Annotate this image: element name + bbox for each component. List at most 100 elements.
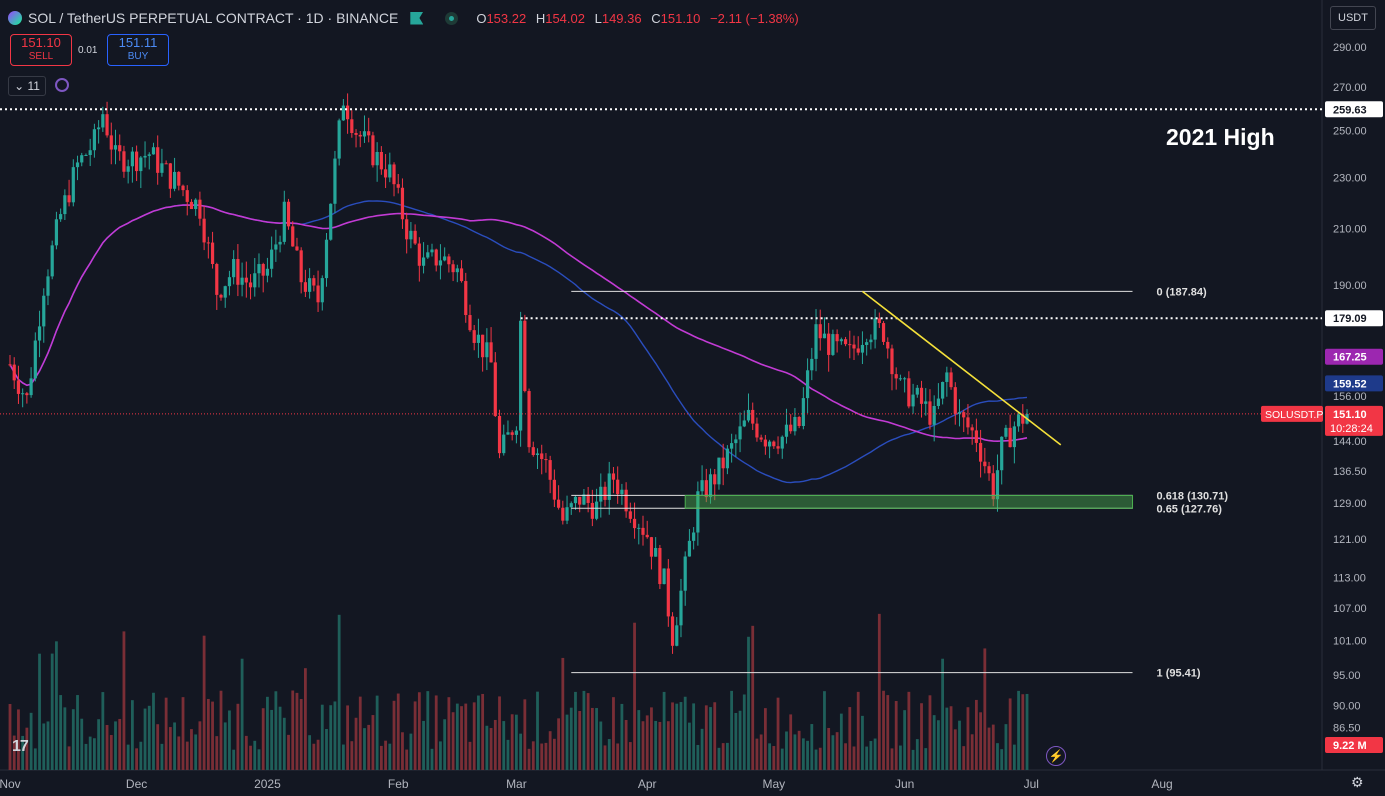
trendline bbox=[861, 290, 1062, 446]
candle bbox=[974, 418, 978, 453]
candle-body bbox=[59, 214, 63, 220]
candle bbox=[742, 410, 746, 428]
candle bbox=[886, 337, 890, 359]
candle-body bbox=[400, 187, 405, 220]
volume-bar bbox=[312, 743, 316, 770]
volume-bar bbox=[789, 714, 793, 770]
candle-body bbox=[941, 381, 945, 399]
currency-select[interactable]: USDT bbox=[1330, 6, 1376, 30]
volume-bar bbox=[325, 728, 328, 770]
candle-body bbox=[881, 323, 886, 342]
volume-bar bbox=[835, 732, 839, 770]
volume-bar bbox=[468, 741, 472, 770]
volume-bar bbox=[409, 733, 413, 770]
flag-icon[interactable] bbox=[410, 11, 424, 25]
candle-body bbox=[299, 250, 303, 283]
candle bbox=[489, 327, 493, 363]
candle-body bbox=[371, 135, 375, 166]
candle bbox=[236, 244, 240, 297]
candle-body bbox=[675, 625, 679, 646]
candle bbox=[481, 334, 485, 372]
volume-bar bbox=[991, 724, 995, 770]
candle-body bbox=[42, 295, 46, 327]
volume-bar bbox=[1025, 693, 1029, 770]
volume-bar bbox=[877, 613, 881, 770]
candle-body bbox=[362, 131, 367, 137]
volume-bar bbox=[607, 739, 611, 770]
candle bbox=[620, 483, 624, 505]
candle-body bbox=[886, 341, 890, 349]
candle-body bbox=[708, 474, 713, 498]
candle-body bbox=[793, 416, 797, 432]
ohlc-readout: O153.22 H154.02 L149.36 C151.10 −2.11 (−… bbox=[476, 10, 799, 26]
support-zone bbox=[684, 494, 1134, 509]
candle-body bbox=[953, 387, 957, 414]
candle bbox=[700, 465, 704, 496]
volume-bar bbox=[911, 749, 915, 770]
price-tag-label: 179.09 bbox=[1333, 313, 1367, 325]
market-status-icon[interactable] bbox=[445, 11, 459, 25]
candle-body bbox=[531, 447, 535, 456]
volume-bar bbox=[447, 697, 451, 770]
buy-button[interactable]: 151.11 BUY bbox=[107, 34, 169, 66]
candle-body bbox=[713, 474, 717, 485]
candle-body bbox=[253, 273, 257, 288]
candle bbox=[172, 157, 177, 192]
volume-bar bbox=[109, 735, 113, 770]
volume-bar bbox=[903, 710, 907, 770]
volume-bar bbox=[763, 708, 767, 770]
volume-bar bbox=[574, 691, 577, 770]
volume-bar bbox=[865, 746, 869, 770]
lightning-icon[interactable]: ⚡ bbox=[1046, 746, 1066, 766]
volume-bar bbox=[1008, 698, 1012, 770]
candle bbox=[573, 495, 578, 510]
volume-bar bbox=[198, 721, 202, 770]
candle bbox=[59, 208, 63, 222]
candle-body bbox=[810, 358, 814, 371]
candle-body bbox=[489, 342, 493, 363]
candle-body bbox=[358, 134, 362, 137]
candle bbox=[42, 288, 46, 343]
candle-body bbox=[607, 473, 611, 500]
settings-gear-icon[interactable]: ⚙ bbox=[1351, 774, 1364, 790]
volume-bar bbox=[688, 722, 691, 770]
candle-body bbox=[54, 219, 59, 246]
volume-bar bbox=[650, 707, 653, 770]
candle-body bbox=[780, 436, 784, 449]
sell-button[interactable]: 151.10 SELL bbox=[10, 34, 72, 66]
volume-bar bbox=[143, 708, 147, 770]
candle-body bbox=[561, 507, 565, 521]
volume-bars bbox=[8, 613, 1029, 770]
volume-bar bbox=[202, 635, 206, 770]
candle bbox=[932, 395, 936, 442]
candle bbox=[1025, 409, 1029, 425]
candle-body bbox=[843, 339, 848, 345]
candle bbox=[540, 444, 544, 475]
candle bbox=[557, 485, 561, 510]
candle-body bbox=[611, 473, 616, 480]
volume-bar bbox=[25, 727, 29, 770]
indicator-loader-icon[interactable] bbox=[55, 78, 69, 92]
candle-body bbox=[265, 268, 270, 276]
y-tick-label: 250.00 bbox=[1333, 126, 1367, 138]
candle-body bbox=[628, 511, 632, 519]
indicators-toggle[interactable]: ⌄ 11 bbox=[8, 76, 46, 96]
candle-body bbox=[367, 131, 371, 136]
annotation-2021-high[interactable]: 2021 High bbox=[1166, 124, 1275, 150]
volume-bar bbox=[485, 725, 489, 770]
symbol-title[interactable]: SOL / TetherUS PERPETUAL CONTRACT · 1D ·… bbox=[28, 10, 399, 26]
candle-body bbox=[759, 437, 763, 440]
candle-body bbox=[227, 277, 232, 287]
volume-bar bbox=[413, 701, 417, 770]
tradingview-logo-icon[interactable]: 17 bbox=[12, 738, 29, 755]
candle-body bbox=[818, 324, 822, 339]
candle bbox=[805, 358, 810, 414]
volume-bar bbox=[557, 718, 560, 770]
candle bbox=[746, 393, 751, 423]
volume-bar bbox=[578, 711, 582, 770]
candle bbox=[877, 312, 881, 329]
candle-body bbox=[565, 507, 569, 521]
candle-body bbox=[240, 277, 244, 285]
candle bbox=[780, 435, 784, 459]
